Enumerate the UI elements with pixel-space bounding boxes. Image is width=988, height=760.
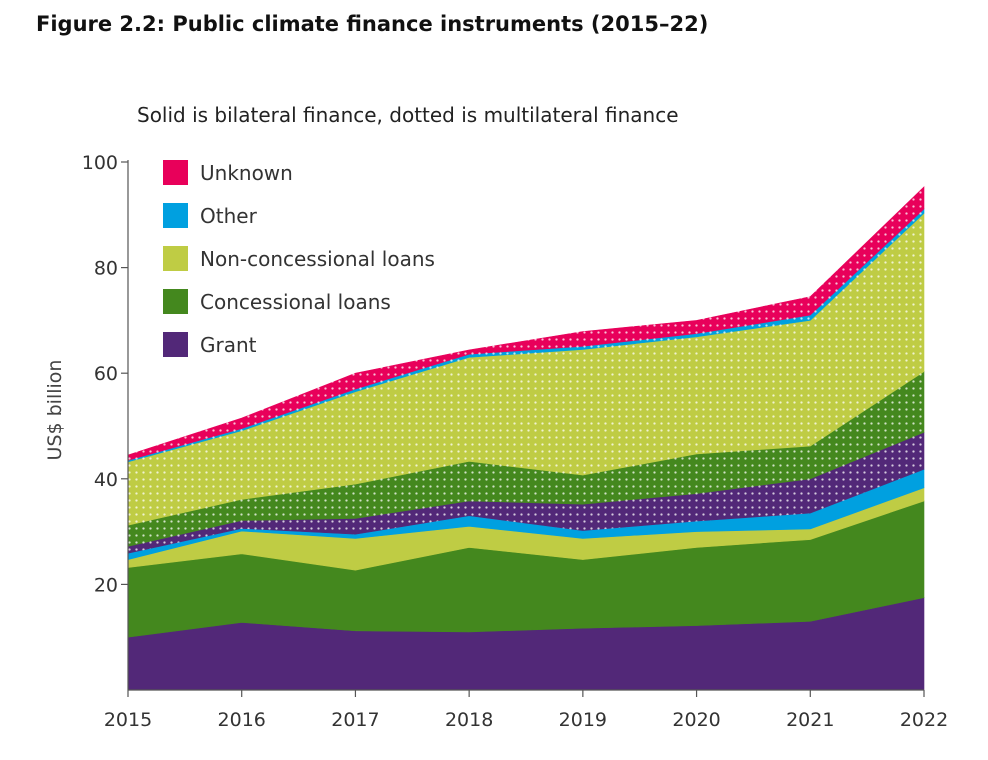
x-tick-label: 2020: [672, 709, 720, 731]
x-tick-label: 2022: [900, 709, 948, 731]
area-layers: [127, 186, 925, 691]
y-tick-label: 60: [94, 363, 118, 385]
area-unknown-multilateral: [127, 186, 925, 461]
y-tick-label: 40: [94, 469, 118, 491]
figure-title: Figure 2.2: Public climate finance instr…: [36, 12, 709, 36]
x-tick-label: 2021: [786, 709, 834, 731]
legend-label-unknown: Unknown: [200, 161, 293, 185]
legend-swatch-grant: [163, 332, 188, 357]
legend-label-concessional-loans: Concessional loans: [200, 290, 391, 314]
x-tick-label: 2017: [331, 709, 379, 731]
axes: 20 40 60 80 100 2015 2016 2017 2018 2019 2020 2021 2…: [82, 152, 948, 731]
chart-subtitle: Solid is bilateral finance, dotted is mu…: [137, 103, 679, 127]
legend-swatch-non-concessional-loans: [163, 246, 188, 271]
legend-swatch-concessional-loans: [163, 289, 188, 314]
x-tick-label: 2016: [218, 709, 266, 731]
y-axis-label: US$ billion: [44, 360, 66, 461]
legend-label-non-concessional-loans: Non-concessional loans: [200, 247, 435, 271]
y-tick-label: 80: [94, 258, 118, 280]
legend: Unknown Other Non-concessional loans Conces…: [163, 160, 435, 357]
x-tick-label: 2015: [104, 709, 152, 731]
legend-label-grant: Grant: [200, 333, 257, 357]
y-tick-label: 100: [82, 152, 118, 174]
legend-label-other: Other: [200, 204, 258, 228]
legend-swatch-other: [163, 203, 188, 228]
x-tick-label: 2018: [445, 709, 493, 731]
legend-swatch-unknown: [163, 160, 188, 185]
y-tick-label: 20: [94, 574, 118, 596]
x-tick-label: 2019: [559, 709, 607, 731]
